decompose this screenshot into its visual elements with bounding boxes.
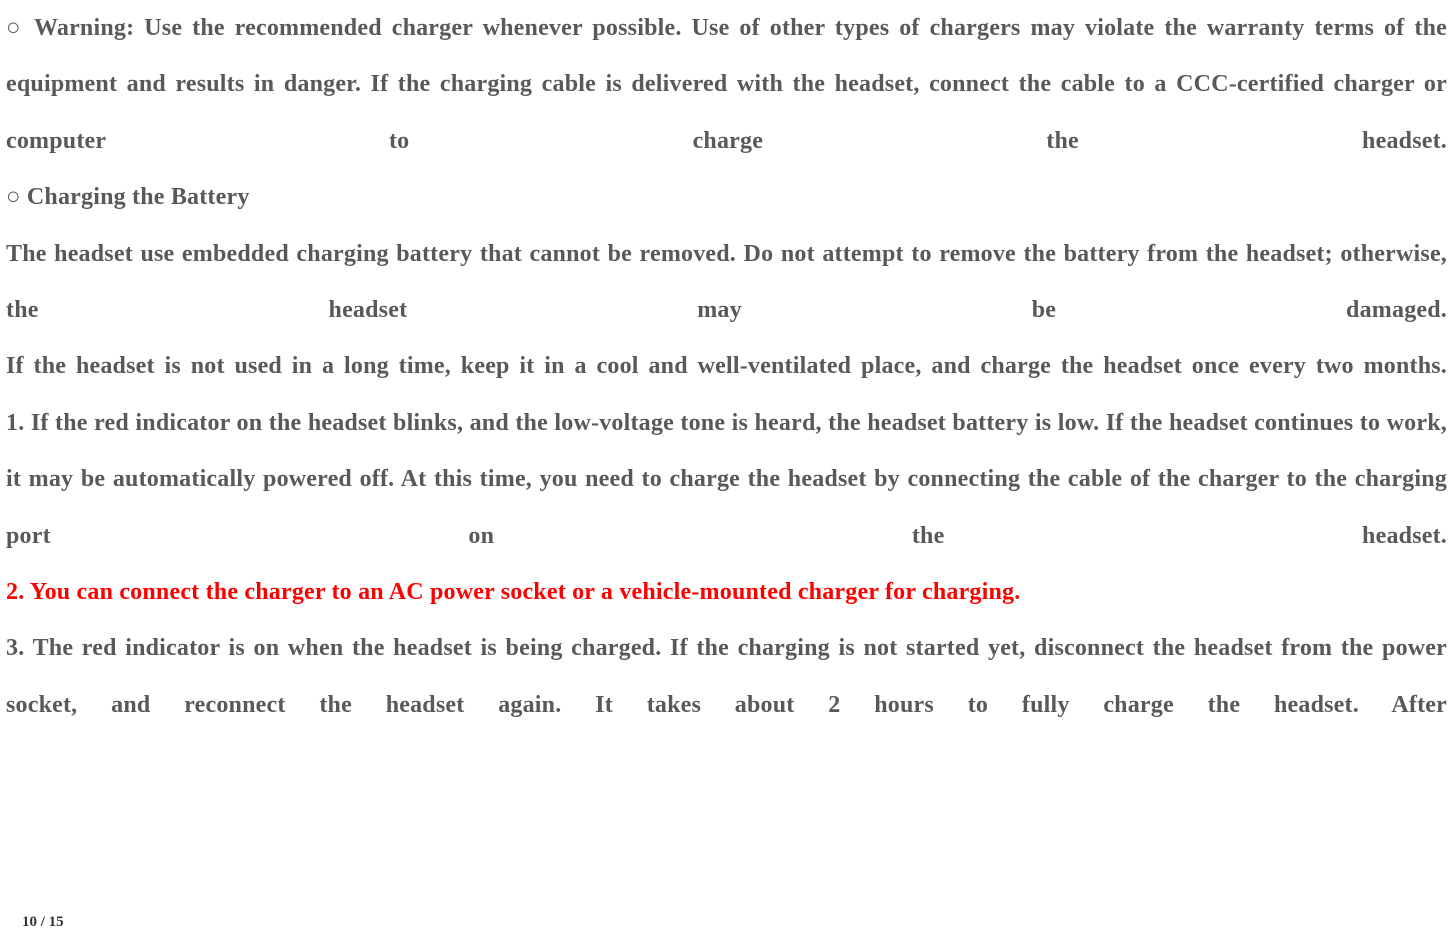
document-page: ○ Warning: Use the recommended charger w… [0,0,1453,939]
page-number: 10 / 15 [22,914,64,931]
warning-paragraph: ○ Warning: Use the recommended charger w… [6,0,1447,169]
step-1-paragraph: 1. If the red indicator on the headset b… [6,395,1447,564]
charging-heading: ○ Charging the Battery [6,169,1447,225]
step-3-paragraph: 3. The red indicator is on when the head… [6,620,1447,733]
battery-paragraph: The headset use embedded charging batter… [6,226,1447,339]
step-2-paragraph: 2. You can connect the charger to an AC … [6,564,1447,620]
storage-paragraph: If the headset is not used in a long tim… [6,338,1447,394]
